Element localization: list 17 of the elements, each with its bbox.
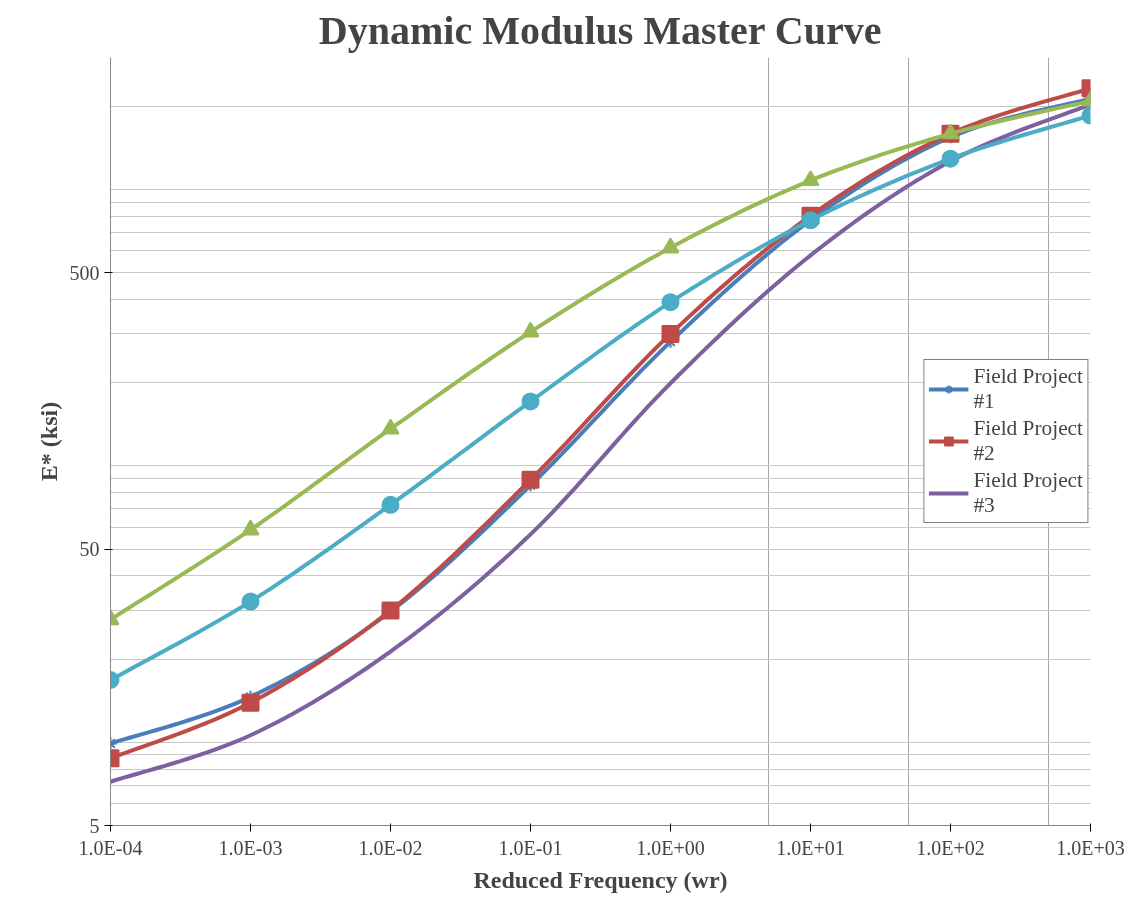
y-tick-label: 500 — [69, 261, 100, 284]
legend-label: Field Project #3 — [973, 468, 1083, 518]
x-tick-label: 1.0E-03 — [218, 836, 283, 859]
x-tick-label: 1.0E-02 — [358, 836, 423, 859]
chart-title: Dynamic Modulus Master Curve — [318, 7, 882, 53]
x-tick-label: 1.0E-01 — [498, 836, 563, 859]
x-tick-label: 1.0E+02 — [916, 836, 985, 859]
legend-label: Field Project #2 — [973, 416, 1083, 466]
legend-label: Field Project #1 — [973, 364, 1083, 414]
x-tick-label: 1.0E+03 — [1056, 836, 1125, 859]
x-tick-label: 1.0E+00 — [636, 836, 705, 859]
x-tick-label: 1.0E-04 — [78, 836, 143, 859]
x-axis-title: Reduced Frequency (wr) — [473, 866, 728, 893]
y-tick-label: 5 — [89, 814, 100, 837]
x-tick-label: 1.0E+01 — [776, 836, 845, 859]
y-tick-label: 50 — [79, 538, 100, 561]
y-axis-title: E* (ksi) — [35, 401, 62, 482]
